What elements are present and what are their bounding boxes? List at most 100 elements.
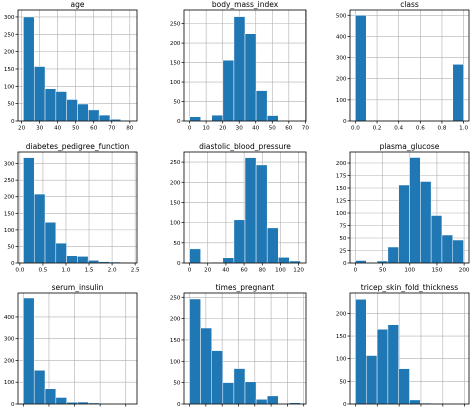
y-tick-label: 300 [336,56,347,62]
bar [244,381,257,405]
bar [44,221,57,264]
bar [44,88,57,122]
x-tick-label: 10 [203,126,211,132]
axes-frame [17,9,138,122]
y-tick-label: 150 [4,67,15,73]
axes-frame [349,9,470,122]
bar [452,239,464,264]
bar [55,91,67,122]
bar [398,184,410,264]
y-tick-label: 50 [173,100,181,106]
x-tick-label: 30 [36,126,44,132]
bar [222,382,235,405]
x-tick-label: 150 [432,268,443,274]
y-tick-label: 250 [170,160,181,166]
x-tick-label: 40 [54,126,62,132]
axes-frame [349,292,470,405]
y-tick-label: 250 [4,178,15,184]
y-tick-label: 50 [339,236,347,242]
y-tick-label: 0 [11,119,15,125]
bar [355,15,367,122]
x-tick-label: 20 [204,268,212,274]
bar [33,66,46,122]
histogram-panel-tricep_skin_fold_thickness: 020406080100050100150200tricep_skin_fold… [336,283,470,408]
bar [255,164,268,264]
y-tick-label: 200 [336,161,347,167]
y-tick-label: 150 [170,338,181,344]
bar [387,246,399,264]
histogram-panel-times_pregnant: 0.02.55.07.510.012.515.017.5050100150200… [170,283,307,408]
histogram-panel-serum_insulin: 02004006008000100200300400serum_insulin [4,283,138,408]
x-tick-label: 0.5 [38,268,47,274]
bar [244,157,257,264]
bar [33,193,46,264]
y-tick-label: 200 [170,41,181,47]
y-tick-label: 250 [170,295,181,301]
x-tick-label: 0.0 [15,268,24,274]
axes-frame [17,151,138,264]
bar [44,388,57,405]
bar [98,114,111,122]
bar [355,299,367,405]
bar [233,16,246,122]
bar [387,324,399,405]
y-tick-label: 400 [336,34,347,40]
bar [244,33,257,122]
x-tick-label: 60 [90,126,98,132]
y-tick-label: 200 [170,180,181,186]
axes-frame [183,292,307,405]
x-tick-label: 50 [269,126,277,132]
y-tick-label: 100 [4,84,15,90]
y-tick-label: 0 [343,402,347,408]
chart-title: tricep_skin_fold_thickness [361,283,459,292]
x-tick-label: 100 [404,268,415,274]
y-tick-label: 300 [4,15,15,21]
bar [189,116,201,122]
x-tick-label: 2.5 [131,268,140,274]
bar [409,399,421,405]
y-tick-label: 150 [336,334,347,340]
y-tick-label: 200 [4,358,15,364]
x-tick-label: 0 [354,268,358,274]
axes-frame [17,292,138,405]
histogram-panel-plasma_glucose: 0 50 100 150 200 0 25 50 75 100 125 150 175 200 plasma… [336,142,470,274]
x-tick-label: 20 [219,126,227,132]
bar [420,181,432,264]
x-tick-label: 0.8 [438,126,447,132]
chart-title: plasma_glucose [380,142,440,151]
bar [278,257,290,264]
y-tick-label: 0 [11,261,15,267]
y-tick-label: 250 [170,22,181,28]
bar [266,395,279,405]
y-tick-label: 0 [177,119,181,125]
y-tick-label: 100 [336,98,347,104]
y-tick-label: 200 [336,311,347,317]
y-tick-label: 250 [4,32,15,38]
chart-title: class [400,0,419,9]
y-tick-label: 100 [170,80,181,86]
y-tick-label: 0 [343,119,347,125]
y-tick-label: 0 [177,261,181,267]
x-tick-label: 0 [188,126,192,132]
bar [255,90,268,122]
x-tick-label: 60 [241,268,249,274]
histogram-panel-body_mass_index: 0 10 20 30 40 50 60 70 0 50 100 150 200 250 body_mass_… [170,0,310,132]
bar [211,350,224,405]
y-tick-label: 50 [173,241,181,247]
x-tick-label: 70 [108,126,116,132]
x-tick-label: 100 [275,268,286,274]
histogram-panel-class: 0.0 0.2 0.4 0.6 0.8 1.0 0 100 200 300 400 500 class [336,0,470,132]
bar [233,368,246,405]
bar [222,59,235,122]
x-tick-label: 70 [302,126,310,132]
y-tick-label: 150 [336,186,347,192]
histogram-panel-age: 20 30 40 50 60 70 80 0 50 100 150 200 250 300 age [4,0,138,132]
bar [430,215,443,264]
x-tick-label: 60 [285,126,293,132]
chart-title: serum_insulin [52,283,104,292]
x-tick-label: 0.6 [416,126,425,132]
bar [66,255,78,264]
y-tick-label: 50 [7,102,15,108]
x-tick-label: 20 [18,126,26,132]
